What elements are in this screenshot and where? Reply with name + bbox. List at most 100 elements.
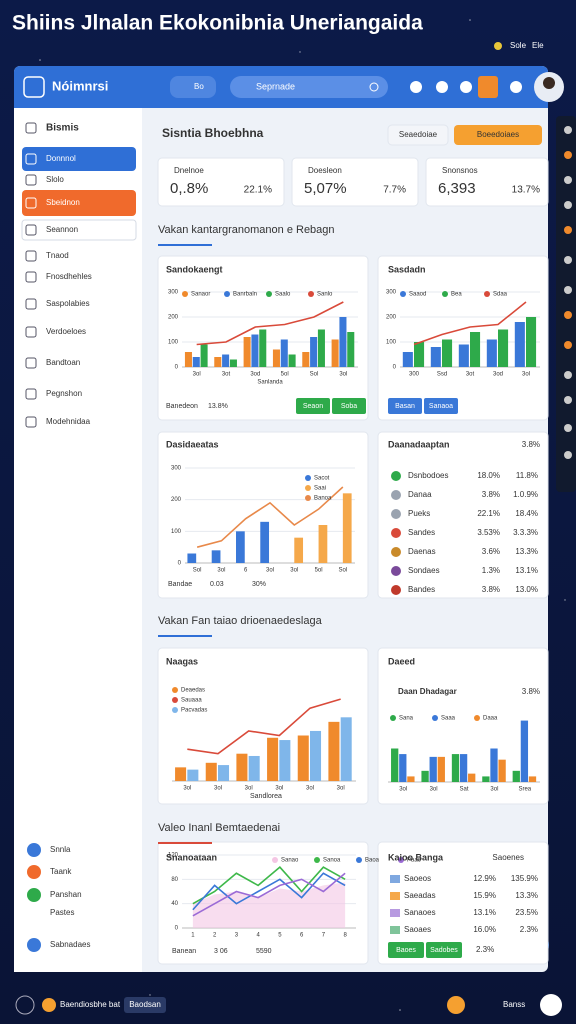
row-icon	[391, 490, 401, 500]
row-name: Sondaes	[408, 566, 440, 575]
chart-button[interactable]	[388, 398, 422, 414]
row-icon	[390, 909, 400, 917]
legend-swatch	[305, 475, 311, 481]
bar	[328, 721, 340, 781]
row-value: 1.0.9%	[513, 490, 538, 499]
search-box[interactable]	[230, 76, 388, 98]
row-name: Sanaoes	[404, 908, 436, 917]
row-name: Saoaes	[404, 925, 431, 934]
chart-footer: 13.8%	[208, 403, 228, 410]
mail-icon[interactable]	[436, 81, 448, 93]
bottom-icon[interactable]	[447, 996, 465, 1014]
sidebar-icon	[25, 416, 37, 428]
chart-title: Sasdadn	[388, 264, 426, 274]
calendar-icon[interactable]	[460, 81, 472, 93]
sidebar-active[interactable]	[22, 147, 136, 171]
row-value: 3.53%	[477, 528, 500, 537]
button-label: Seaedoiae	[399, 130, 438, 139]
chart-button[interactable]	[424, 398, 458, 414]
right-toolbar	[556, 116, 576, 492]
chart-title: Daeed	[388, 656, 415, 666]
x-tick-label: Sol	[310, 372, 319, 378]
list-title: Kaioo Banga	[388, 852, 444, 862]
row-name: Daenas	[408, 547, 436, 556]
legend-swatch	[308, 291, 314, 297]
bottom-icon[interactable]	[42, 998, 56, 1012]
row-value: 18.0%	[477, 471, 500, 480]
status-icon	[494, 42, 502, 50]
chart-footer: Bandae	[168, 581, 192, 588]
x-tick-label: Srea	[518, 787, 531, 793]
row-icon	[391, 509, 401, 519]
x-tick-label: 300	[409, 372, 420, 378]
legend-label: Banoa	[314, 496, 332, 502]
chart-footer: 0.03	[210, 581, 224, 588]
bar	[187, 769, 199, 781]
settings-icon[interactable]	[510, 81, 522, 93]
legend-label: Sanao	[281, 858, 299, 864]
y-tick-label: 0	[175, 365, 179, 371]
x-tick-label: 3ol	[275, 786, 283, 792]
legend-swatch	[390, 715, 396, 721]
sidebar-item: Panshan	[50, 890, 82, 899]
bar	[294, 537, 304, 563]
chart-button[interactable]	[296, 398, 330, 414]
row-name: Dsnbodoes	[408, 471, 448, 480]
bar	[490, 748, 498, 782]
sidebar-highlight[interactable]	[22, 190, 136, 216]
toolbar-icons	[564, 126, 572, 459]
stat-label: Doesleon	[308, 166, 342, 175]
sidebar-dropdown[interactable]	[21, 219, 137, 241]
legend-label: Saaod	[409, 292, 426, 298]
list-button[interactable]	[388, 942, 424, 958]
bar	[259, 329, 267, 367]
bottom-icon[interactable]	[15, 995, 35, 1015]
chart-title: Sandokaengt	[166, 264, 223, 274]
legend-label: Sanlo	[317, 292, 333, 298]
row-value: 13.3%	[515, 547, 538, 556]
sidebar-item: Tnaod	[46, 251, 69, 260]
row-name: Danaa	[408, 490, 432, 499]
bar	[340, 717, 352, 781]
bottom-pill[interactable]	[124, 997, 166, 1013]
bar	[187, 553, 197, 563]
legend-label: Sanoa	[323, 858, 341, 864]
legend-swatch	[398, 857, 404, 863]
x-tick-label: Ssd	[437, 372, 447, 378]
row-icon	[390, 875, 400, 883]
bottom-icon[interactable]	[540, 994, 562, 1016]
notify-icon[interactable]	[410, 81, 422, 93]
alert-button[interactable]	[478, 76, 498, 98]
row-value: 135.9%	[511, 874, 538, 883]
y-tick-label: 100	[386, 340, 397, 346]
x-tick-label: 3ol	[266, 568, 274, 574]
legend-swatch	[172, 697, 178, 703]
row-icon	[391, 547, 401, 557]
bar	[407, 776, 415, 782]
list-button[interactable]	[426, 942, 462, 958]
row-name: Pueks	[408, 509, 430, 518]
y-tick-label: 100	[171, 529, 182, 535]
legend-label: Pacvadas	[181, 708, 207, 714]
stat-label: Snonsnos	[442, 166, 478, 175]
row-value: 16.0%	[473, 925, 496, 934]
bar	[468, 773, 476, 782]
bar	[402, 352, 413, 367]
legend-swatch	[305, 485, 311, 491]
chart-button[interactable]	[332, 398, 366, 414]
content: Dnelnoe 0,.8% 22.1% Doesleon 5,07% 7.7% Snonsn…	[158, 166, 540, 958]
bar	[288, 354, 296, 367]
bar	[470, 332, 481, 367]
tab-button[interactable]	[170, 76, 216, 98]
sidebar-item: Donnnol	[46, 154, 76, 163]
chart-footer: 5590	[256, 948, 272, 955]
bottom-label: Banss	[503, 1000, 525, 1009]
bar	[260, 521, 270, 563]
sidebar-item: Snnla	[50, 845, 71, 854]
chart-title: Dasidaeatas	[166, 439, 219, 449]
sidebar-items: Bismis Donnnol Slolo Sbeidnon Seannon Tnaod Fn…	[25, 122, 92, 952]
bar	[482, 776, 490, 782]
list-summary: 3.8%	[522, 440, 540, 449]
bar	[272, 349, 280, 367]
list-button-label: Sadobes	[430, 947, 458, 954]
